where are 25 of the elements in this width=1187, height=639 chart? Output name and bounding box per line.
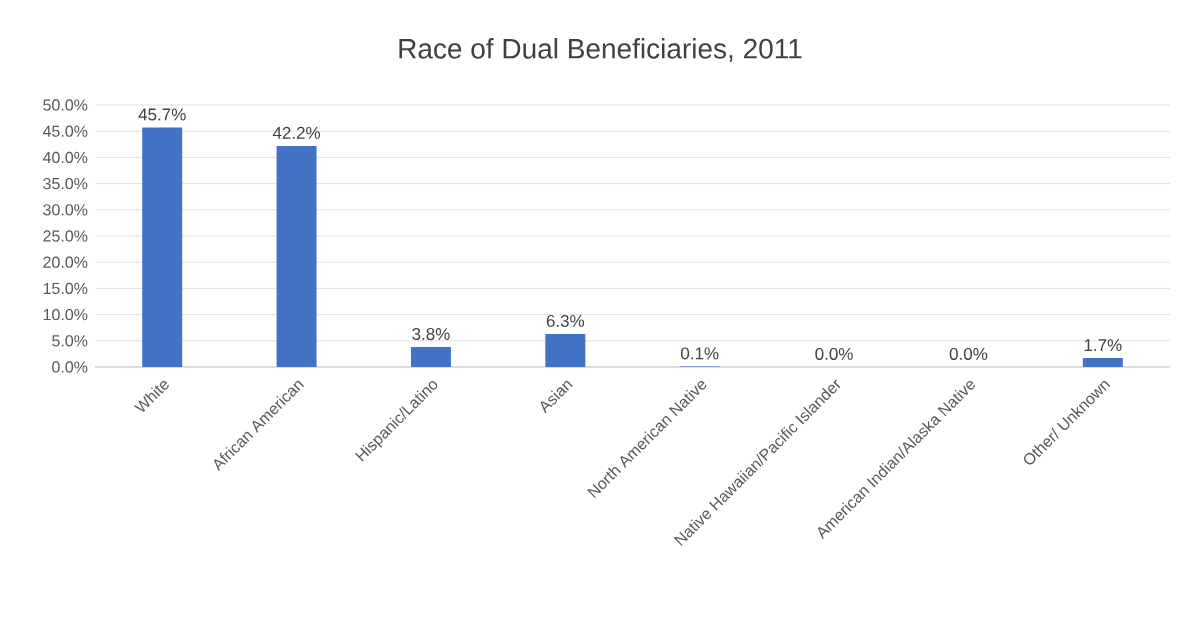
data-label: 6.3% [546, 314, 585, 327]
y-tick-label: 15.0% [43, 282, 88, 295]
bar [545, 333, 586, 367]
bar [410, 347, 451, 367]
y-tick-label: 45.0% [42, 125, 88, 137]
bar [276, 145, 317, 367]
data-label: 0.1% [680, 347, 719, 360]
data-label: 0.0% [815, 347, 853, 360]
data-label: 1.7% [1084, 339, 1122, 352]
y-tick-label: 20.0% [43, 256, 88, 268]
data-label: 3.8% [412, 328, 450, 341]
data-label: 0.0% [949, 347, 988, 360]
y-tick-label: 10.0% [43, 308, 88, 321]
y-tick-label: 30.0% [43, 204, 88, 216]
y-tick-label: 50.0% [43, 99, 88, 111]
y-tick-label: 5.0% [52, 335, 88, 347]
bar [142, 127, 183, 367]
y-tick-label: 35.0% [43, 177, 88, 190]
chart-title: Race of Dual Beneficiaries, 2011 [399, 38, 802, 62]
data-label: 42.2% [272, 126, 321, 139]
data-label: 45.7% [138, 108, 186, 121]
y-tick-label: 0.0% [52, 361, 88, 373]
y-tick-label: 25.0% [43, 230, 88, 242]
bar [1082, 358, 1123, 367]
y-tick-label: 40.0% [42, 151, 88, 164]
